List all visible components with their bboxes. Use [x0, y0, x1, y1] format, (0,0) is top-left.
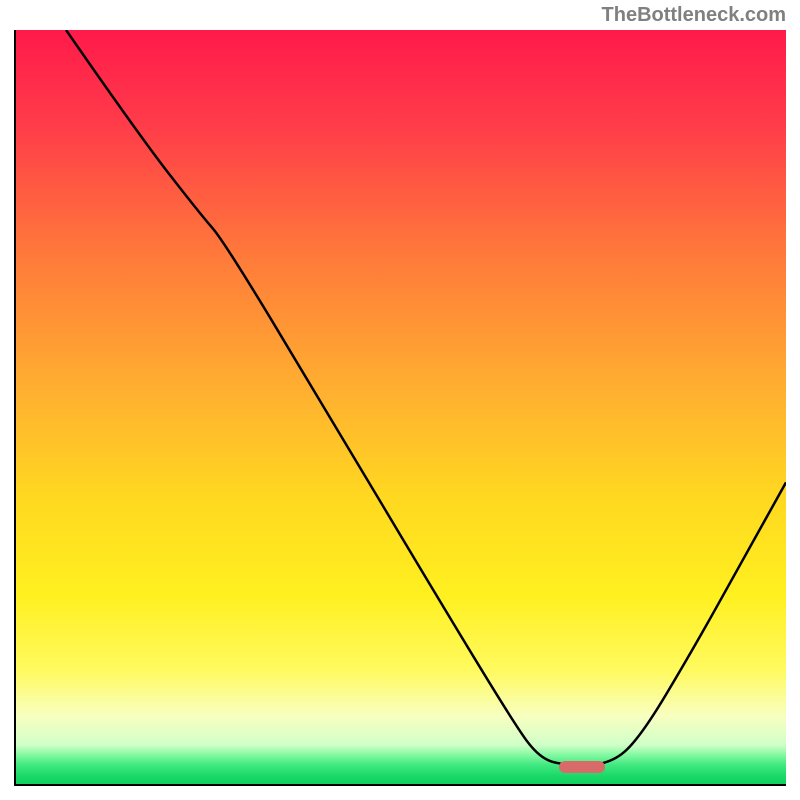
chart-axes-frame	[14, 30, 786, 786]
optimal-marker	[559, 761, 605, 773]
watermark-text: TheBottleneck.com	[602, 4, 786, 27]
bottleneck-curve	[16, 30, 786, 784]
